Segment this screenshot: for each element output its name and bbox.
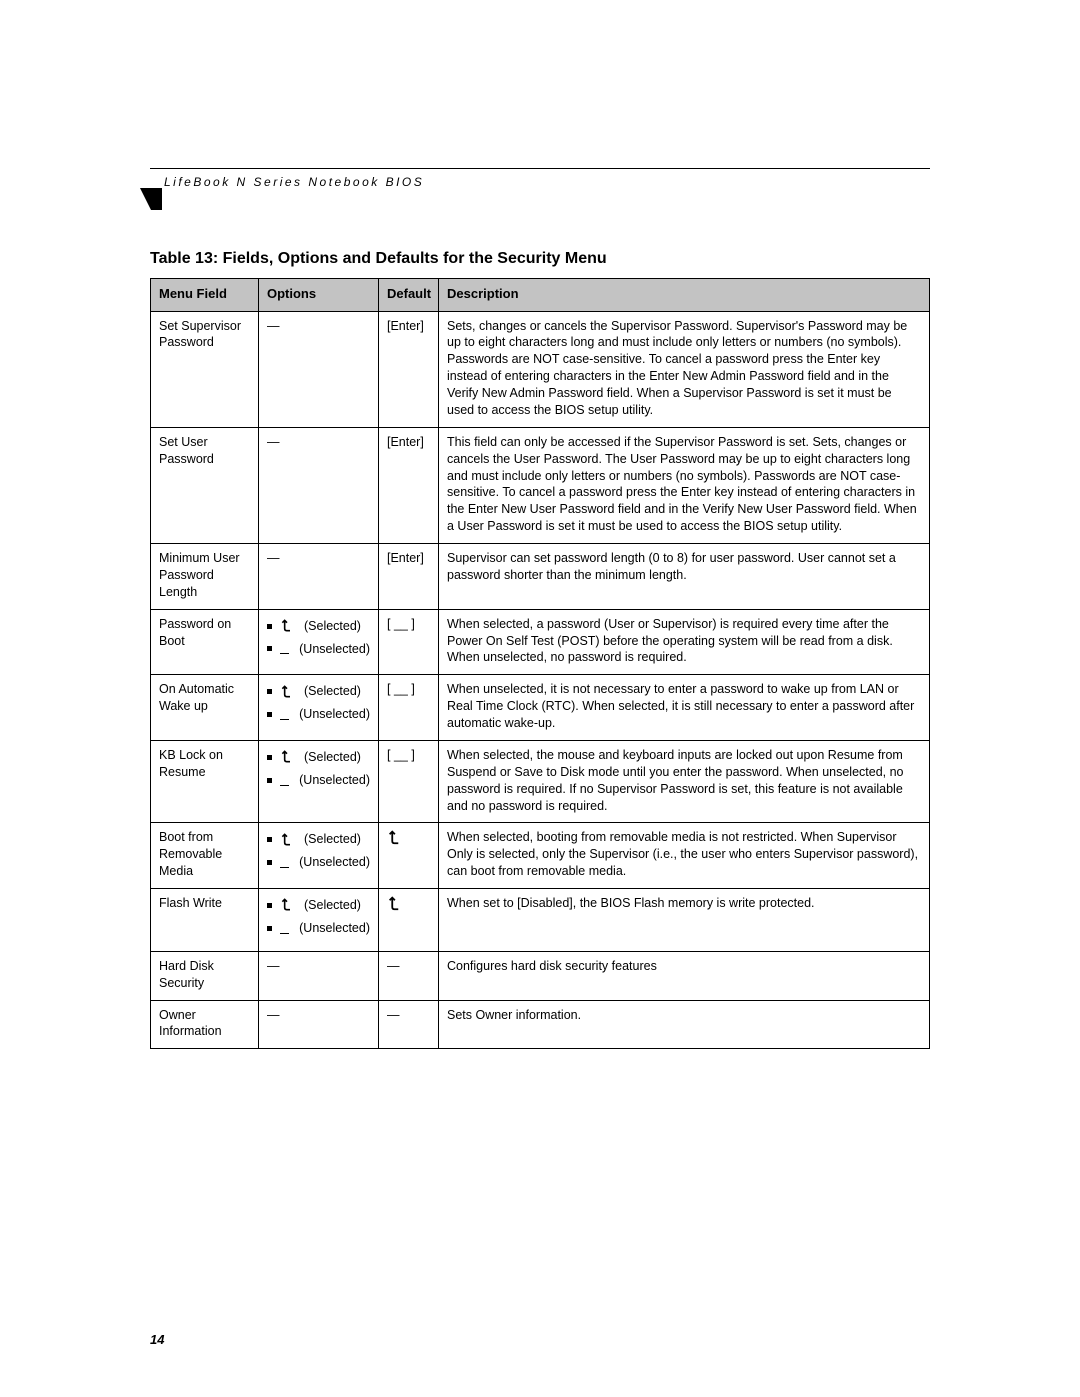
corner-mark (140, 188, 151, 210)
page-number: 14 (150, 1332, 164, 1347)
cell-default (379, 889, 439, 952)
cell-menu-field: Set User Password (151, 427, 259, 543)
cell-options: (Selected)(Unselected) (259, 889, 379, 952)
cell-description: Sets, changes or cancels the Supervisor … (439, 311, 930, 427)
cell-default: [Enter] (379, 544, 439, 610)
cell-default (379, 823, 439, 889)
cell-options: (Selected)(Unselected) (259, 675, 379, 741)
col-options: Options (259, 279, 379, 312)
table-title: Table 13: Fields, Options and Defaults f… (150, 250, 930, 268)
col-description: Description (439, 279, 930, 312)
cell-description: Sets Owner information. (439, 1000, 930, 1049)
cell-menu-field: Password on Boot (151, 609, 259, 675)
cell-options: (Selected)(Unselected) (259, 823, 379, 889)
cell-default: — (379, 951, 439, 1000)
cell-options: — (259, 311, 379, 427)
cell-default: [ __ ] (379, 675, 439, 741)
cell-default: [ __ ] (379, 740, 439, 823)
cell-menu-field: KB Lock on Resume (151, 740, 259, 823)
cell-description: When selected, the mouse and keyboard in… (439, 740, 930, 823)
cell-description: Supervisor can set password length (0 to… (439, 544, 930, 610)
cell-description: Configures hard disk security features (439, 951, 930, 1000)
table-row: Hard Disk Security——Configures hard disk… (151, 951, 930, 1000)
cell-menu-field: Flash Write (151, 889, 259, 952)
cell-default: [Enter] (379, 427, 439, 543)
cell-menu-field: Set Supervisor Password (151, 311, 259, 427)
cell-menu-field: On Automatic Wake up (151, 675, 259, 741)
table-row: Set Supervisor Password—[Enter]Sets, cha… (151, 311, 930, 427)
table-row: On Automatic Wake up(Selected)(Unselecte… (151, 675, 930, 741)
table-row: Minimum User Password Length—[Enter]Supe… (151, 544, 930, 610)
table-row: Flash Write(Selected)(Unselected) When se… (151, 889, 930, 952)
table-row: Set User Password—[Enter]This field can … (151, 427, 930, 543)
cell-default: [Enter] (379, 311, 439, 427)
cell-description: When set to [Disabled], the BIOS Flash m… (439, 889, 930, 952)
cell-description: When selected, booting from removable me… (439, 823, 930, 889)
running-header: LifeBook N Series Notebook BIOS (164, 175, 424, 189)
cell-default: [ __ ] (379, 609, 439, 675)
cell-options: — (259, 1000, 379, 1049)
cell-options: — (259, 951, 379, 1000)
security-table: Menu Field Options Default Description S… (150, 278, 930, 1049)
table-row: Password on Boot(Selected)(Unselected)[ … (151, 609, 930, 675)
cell-menu-field: Boot from Removable Media (151, 823, 259, 889)
table-row: Owner Information——Sets Owner informatio… (151, 1000, 930, 1049)
header-rule (150, 168, 930, 169)
cell-description: This field can only be accessed if the S… (439, 427, 930, 543)
page: LifeBook N Series Notebook BIOS Table 13… (0, 0, 1080, 1397)
cell-default: — (379, 1000, 439, 1049)
cell-options: (Selected)(Unselected) (259, 609, 379, 675)
cell-description: When selected, a password (User or Super… (439, 609, 930, 675)
col-default: Default (379, 279, 439, 312)
cell-menu-field: Hard Disk Security (151, 951, 259, 1000)
cell-description: When unselected, it is not necessary to … (439, 675, 930, 741)
cell-options: (Selected)(Unselected) (259, 740, 379, 823)
table-header-row: Menu Field Options Default Description (151, 279, 930, 312)
cell-menu-field: Minimum User Password Length (151, 544, 259, 610)
cell-menu-field: Owner Information (151, 1000, 259, 1049)
col-menu-field: Menu Field (151, 279, 259, 312)
cell-options: — (259, 427, 379, 543)
cell-options: — (259, 544, 379, 610)
table-row: KB Lock on Resume(Selected)(Unselected)[… (151, 740, 930, 823)
table-row: Boot from Removable Media(Selected)(Unse… (151, 823, 930, 889)
